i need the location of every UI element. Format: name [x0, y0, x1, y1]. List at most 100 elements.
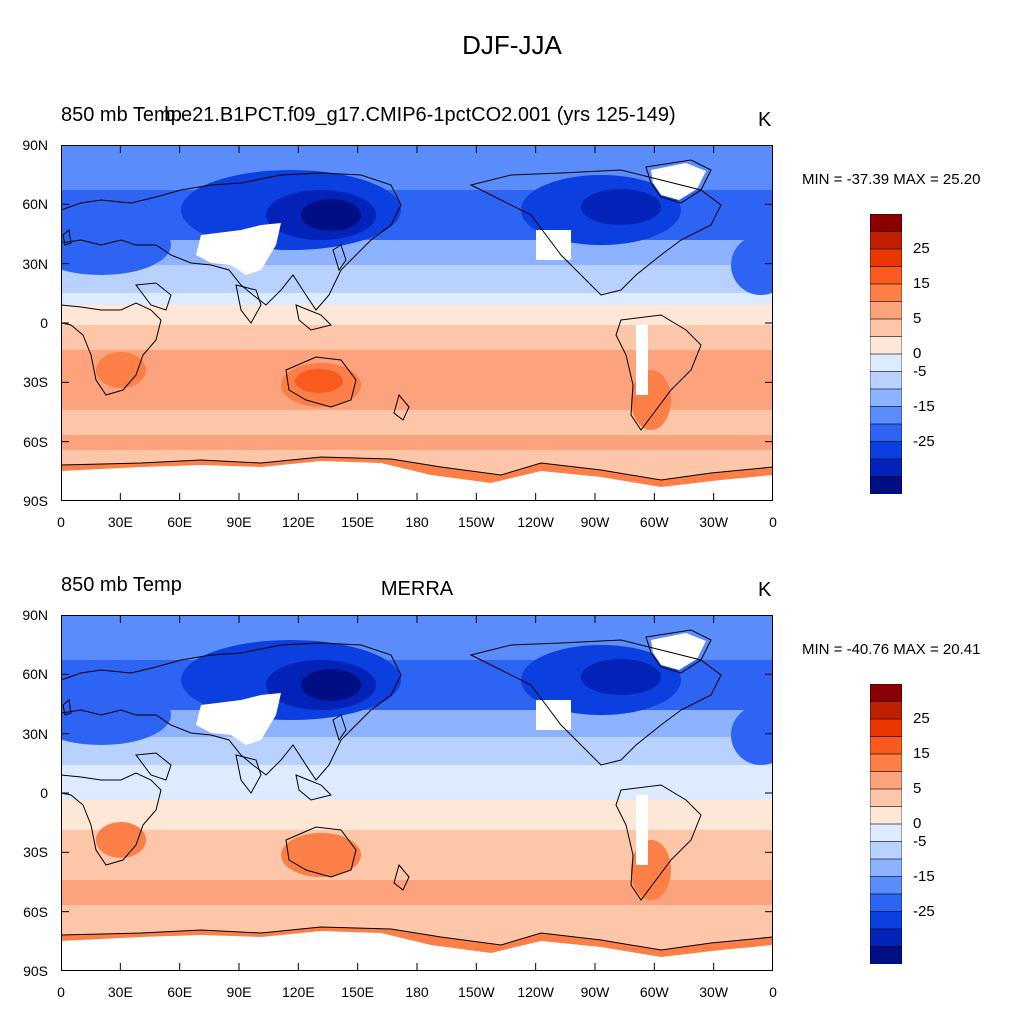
- coastline-namerica: [469, 639, 722, 766]
- lon-label: 60W: [639, 984, 669, 1000]
- lon-label: 90E: [226, 984, 252, 1000]
- shading-band: [61, 305, 773, 325]
- lon-label: 180: [405, 514, 429, 530]
- lon-label: 0: [769, 514, 777, 530]
- colorbar-box: [870, 911, 902, 930]
- colorbar-box: [870, 736, 902, 755]
- cold-region: [581, 659, 661, 695]
- colorbar-label: -15: [913, 397, 935, 415]
- shading-band: [61, 737, 773, 765]
- colorbar-box: [870, 214, 902, 233]
- minmax-label: MIN = -37.39 MAX = 25.20: [802, 171, 981, 188]
- cold-region: [61, 685, 171, 745]
- lat-label: 30N: [22, 255, 48, 272]
- colorbar-box: [870, 788, 902, 808]
- colorbar-box: [870, 423, 902, 443]
- tibet-missing: [196, 223, 281, 275]
- coastline-samerica: [615, 314, 702, 431]
- colorbar-box: [870, 336, 902, 355]
- coastline-eurasia: [61, 642, 402, 781]
- colorbar-box: [870, 946, 902, 964]
- cold-region: [731, 235, 773, 295]
- lat-label: 60N: [22, 196, 48, 213]
- lat-label: 0: [40, 315, 48, 331]
- coastline-antarctica: [61, 926, 773, 951]
- colorbar-box: [870, 701, 902, 720]
- colorbar-label: 25: [913, 240, 930, 257]
- panel-center-label: MERRA: [380, 578, 454, 600]
- coastline-nz: [393, 393, 410, 421]
- colorbar-box: [870, 823, 902, 843]
- lon-label: 60W: [639, 514, 669, 530]
- lat-label: 60S: [23, 433, 48, 450]
- colorbar-label: 15: [913, 745, 930, 762]
- coastline-india: [235, 754, 262, 794]
- shading-band: [61, 765, 773, 800]
- warm-region: [96, 822, 146, 858]
- lat-label: 60N: [22, 666, 48, 683]
- shading-band: [61, 265, 773, 293]
- andes-missing: [636, 795, 648, 865]
- cold-region: [61, 215, 171, 275]
- lat-label: 30S: [23, 844, 48, 861]
- colorbar-box: [870, 684, 902, 703]
- coastline-namerica: [469, 169, 722, 296]
- lat-label: 60S: [23, 903, 48, 920]
- colorbar-box: [870, 928, 902, 948]
- colorbar-box: [870, 893, 902, 913]
- colorbar-label: -25: [913, 432, 935, 450]
- lat-label: 30S: [23, 374, 48, 391]
- shading-band: [61, 800, 773, 830]
- coldest-region: [301, 669, 361, 701]
- colorbar-box: [870, 406, 902, 425]
- colorbar-box: [870, 266, 902, 285]
- lon-label: 60E: [167, 984, 193, 1000]
- colorbar-label: -25: [913, 902, 935, 920]
- colorbar-label: -5: [913, 832, 927, 850]
- antarctica-missing: [61, 931, 773, 971]
- panel-left-label: 850 mb Temp: [61, 104, 182, 126]
- lat-label: 90N: [22, 607, 48, 623]
- minmax-label: MIN = -40.76 MAX = 20.41: [802, 641, 981, 658]
- colorbar-label: 0: [913, 815, 922, 832]
- coastline-africa: [61, 302, 162, 396]
- lon-label: 90E: [226, 514, 252, 530]
- panel-units-label: K: [758, 109, 772, 131]
- colorbar-box: [870, 458, 902, 478]
- colorbar-box: [870, 248, 902, 268]
- colorbar-box: [870, 718, 902, 738]
- colorbar-box: [870, 388, 902, 408]
- lat-label: 90S: [23, 493, 48, 509]
- greenland-missing: [651, 633, 706, 670]
- lon-label: 90W: [580, 514, 610, 530]
- colorbar-label: -5: [913, 362, 927, 380]
- colorbar-box: [870, 318, 902, 338]
- colorbar-box: [870, 371, 902, 390]
- map-model: [61, 145, 773, 501]
- colorbar-label: 0: [913, 345, 922, 362]
- lon-label: 120E: [281, 514, 315, 530]
- warm-region: [96, 352, 146, 388]
- cold-region: [731, 705, 773, 765]
- coastline-arabia: [135, 752, 172, 781]
- colorbar-box: [870, 283, 902, 303]
- lon-label: 30W: [699, 514, 729, 530]
- colorbar: [870, 214, 902, 494]
- coastline-arabia: [135, 282, 172, 311]
- colorbar-label: 5: [913, 310, 922, 327]
- colorbar-box: [870, 231, 902, 250]
- lon-label: 150W: [458, 514, 495, 530]
- colorbar-label: 15: [913, 275, 930, 292]
- hot-region: [295, 369, 343, 393]
- lat-label: 30N: [22, 725, 48, 742]
- lat-label: 0: [40, 785, 48, 801]
- colorbar-box: [870, 771, 902, 790]
- shading-band: [61, 325, 773, 350]
- coastline-india: [235, 284, 262, 324]
- colorbar-box: [870, 841, 902, 860]
- coastline-uk: [62, 229, 72, 246]
- colorbar-box: [870, 876, 902, 895]
- cold-region: [581, 189, 661, 225]
- coastline-samerica: [615, 784, 702, 901]
- lon-label: 150E: [341, 514, 375, 530]
